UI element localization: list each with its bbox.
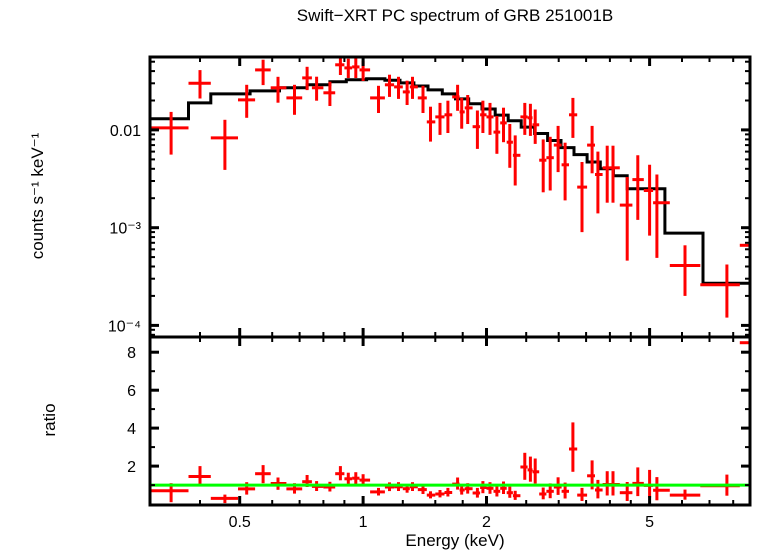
x-axis-label-energy: Energy (keV) [405, 531, 505, 550]
spectrum-panel [150, 57, 750, 337]
model-step-line [150, 77, 750, 337]
svg-text:4: 4 [127, 421, 136, 438]
ratio-panel [150, 337, 750, 504]
tick-marks [150, 57, 750, 505]
svg-text:0.5: 0.5 [229, 514, 251, 531]
svg-text:5: 5 [645, 514, 654, 531]
svg-text:1: 1 [359, 514, 368, 531]
ratio-points [150, 337, 750, 504]
svg-text:6: 6 [127, 383, 136, 400]
svg-text:2: 2 [127, 459, 136, 476]
plot-title: Swift−XRT PC spectrum of GRB 251001B [296, 6, 614, 25]
svg-text:2: 2 [482, 514, 491, 531]
data-points [150, 57, 750, 337]
tick-labels: 0.5 1 2 5 0.01 10⁻³ 10⁻⁴ 2 4 6 8 [108, 123, 654, 531]
svg-text:8: 8 [127, 345, 136, 362]
svg-text:10⁻³: 10⁻³ [109, 221, 141, 238]
svg-text:10⁻⁴: 10⁻⁴ [108, 318, 141, 335]
svg-text:0.01: 0.01 [110, 123, 141, 140]
axis-frame [148, 55, 752, 507]
